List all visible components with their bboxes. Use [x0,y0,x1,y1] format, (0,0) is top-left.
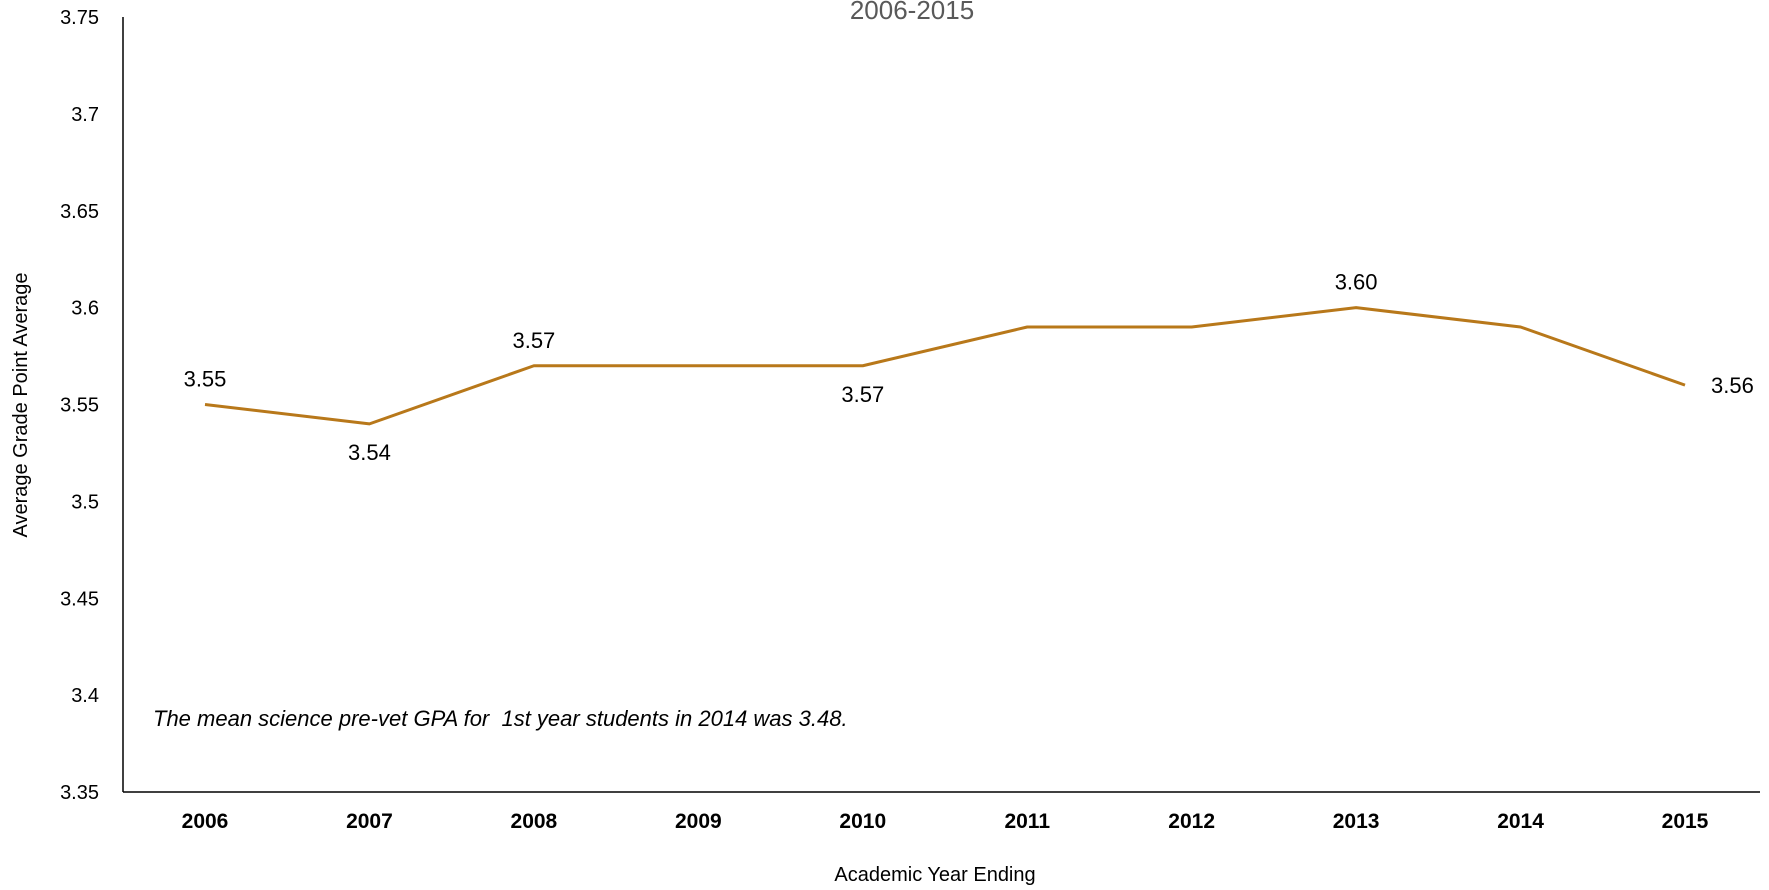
y-tick-label: 3.7 [71,104,99,126]
data-label: 3.54 [348,440,391,465]
data-labels: 3.55 3.54 3.57 3.57 3.60 3.56 [184,270,1754,465]
y-tick-label: 3.55 [60,395,99,417]
data-label: 3.57 [512,328,555,353]
data-point [1025,325,1029,329]
data-point [532,364,536,368]
x-tick-label: 2007 [346,810,393,833]
data-point [203,403,207,407]
x-tick-label: 2010 [839,810,886,833]
x-axis-title: Academic Year Ending [834,864,1035,886]
data-point [367,422,371,426]
x-tick-label: 2012 [1168,810,1215,833]
data-point [1519,325,1523,329]
data-point [1683,383,1687,387]
x-tick-label: 2009 [675,810,722,833]
data-label: 3.56 [1711,373,1754,398]
x-tick-label: 2006 [182,810,229,833]
y-tick-label: 3.75 [60,7,99,29]
data-point [861,364,865,368]
y-tick-labels: 3.35 3.4 3.45 3.5 3.55 3.6 3.65 3.7 3.75 [60,7,99,804]
y-tick-label: 3.4 [71,685,99,707]
data-label: 3.60 [1335,270,1378,295]
x-tick-label: 2014 [1497,810,1544,833]
x-tick-label: 2008 [511,810,558,833]
x-tick-labels: 2006 2007 2008 2009 2010 2011 2012 2013 2014 2015 [182,810,1709,833]
y-tick-label: 3.45 [60,588,99,610]
y-tick-label: 3.6 [71,298,99,320]
y-tick-label: 3.35 [60,782,99,804]
data-label: 3.55 [184,367,227,392]
series-line [204,306,1686,426]
y-tick-label: 3.5 [71,491,99,513]
chart-title: 2006-2015 [850,0,974,25]
x-tick-label: 2015 [1662,810,1709,833]
data-label: 3.57 [841,382,884,407]
data-point [1354,306,1358,310]
x-tick-label: 2011 [1004,810,1050,833]
y-tick-label: 3.65 [60,201,99,223]
chart-annotation: The mean science pre-vet GPA for 1st yea… [153,706,848,731]
data-point [696,364,700,368]
data-point [1190,325,1194,329]
x-tick-label: 2013 [1333,810,1380,833]
y-axis-title: Average Grade Point Average [10,273,32,538]
